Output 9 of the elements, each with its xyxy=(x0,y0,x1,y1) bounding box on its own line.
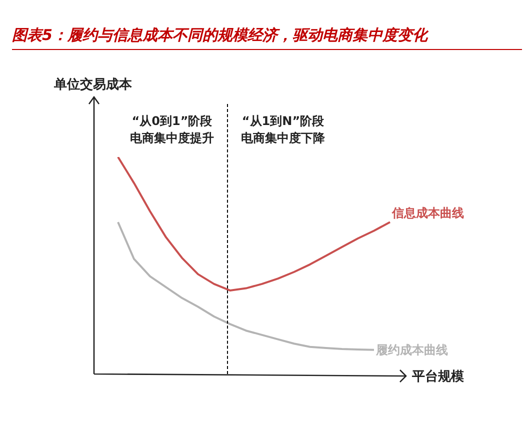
y-axis-title: 单位交易成本 xyxy=(53,76,133,92)
text: 电商集中度下降 xyxy=(241,131,326,146)
x-axis-title: 平台规模 xyxy=(411,368,464,384)
chart-title: 图表5：履约与信息成本不同的规模经济，驱动电商集中度变化 xyxy=(12,26,522,50)
text: “从1到N”阶段 xyxy=(242,114,326,128)
text: 电商集中度提升 xyxy=(130,131,214,146)
series-label: 信息成本曲线 xyxy=(391,206,464,220)
series-label: 履约成本曲线 xyxy=(375,343,448,358)
text: “从0到1”阶段 xyxy=(132,114,214,128)
